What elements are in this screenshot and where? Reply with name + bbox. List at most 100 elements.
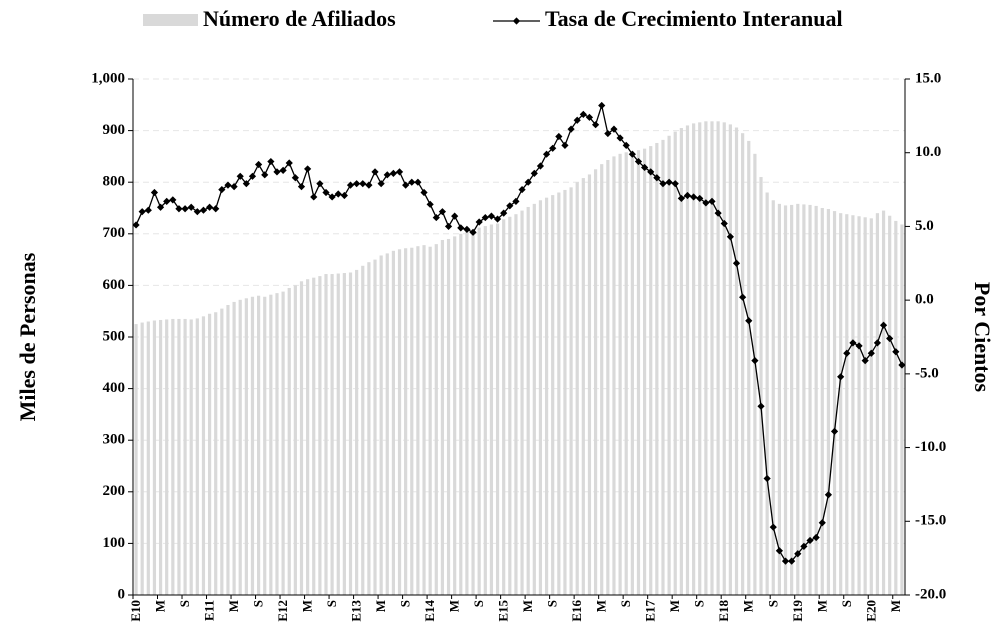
marker: [653, 174, 661, 182]
bar: [636, 150, 641, 595]
marker: [867, 349, 875, 357]
bar: [820, 208, 824, 595]
marker: [775, 547, 783, 555]
y-tick-label: 1,000: [91, 70, 125, 86]
x-tick-label: M: [741, 600, 756, 612]
marker: [561, 141, 569, 149]
marker: [255, 160, 263, 169]
bar: [299, 281, 304, 595]
marker: [475, 218, 483, 226]
marker: [591, 121, 600, 129]
bar: [581, 178, 585, 595]
y2-tick-label: -5.0: [915, 365, 939, 381]
bar: [716, 121, 720, 595]
marker: [408, 178, 416, 186]
bar: [808, 204, 812, 596]
y-axis-title: Miles de Personas: [15, 252, 40, 421]
marker: [285, 159, 293, 167]
bar: [777, 203, 781, 595]
bar: [477, 227, 481, 595]
marker: [659, 180, 667, 188]
marker: [353, 180, 361, 188]
bar: [551, 195, 555, 595]
marker: [132, 221, 140, 229]
marker: [469, 228, 477, 236]
y2-tick-label: 0.0: [915, 292, 934, 308]
marker: [205, 203, 214, 211]
marker: [824, 491, 833, 499]
bar: [667, 135, 671, 595]
marker: [843, 349, 851, 357]
bar: [183, 318, 187, 595]
bar: [373, 259, 377, 595]
bar: [453, 236, 457, 595]
marker: [248, 172, 257, 180]
marker: [579, 110, 587, 118]
bar: [324, 274, 328, 595]
bar: [790, 204, 794, 596]
x-tick-label: S: [324, 600, 339, 607]
marker: [898, 361, 906, 369]
bar: [875, 213, 880, 595]
bar: [796, 203, 800, 595]
marker: [751, 356, 759, 365]
bar: [532, 203, 536, 595]
y2-tick-label: -20.0: [915, 586, 946, 602]
marker: [641, 163, 649, 172]
bar: [483, 226, 487, 595]
marker: [800, 542, 808, 550]
marker: [328, 193, 336, 201]
bar: [404, 248, 408, 596]
x-tick-label: E12: [275, 600, 290, 622]
y-tick-label: 400: [103, 380, 126, 396]
legend-marker: [512, 17, 521, 25]
bar: [900, 224, 904, 595]
marker: [879, 321, 888, 329]
marker: [555, 132, 563, 141]
marker: [812, 533, 820, 542]
bar: [869, 218, 873, 595]
marker: [426, 200, 434, 208]
bar: [306, 279, 310, 595]
bar: [753, 153, 757, 595]
bar: [624, 152, 628, 595]
marker: [438, 208, 447, 216]
y-tick-label: 0: [118, 586, 126, 602]
marker: [573, 116, 581, 124]
bar: [440, 239, 445, 595]
marker: [383, 171, 391, 179]
bar: [575, 182, 579, 595]
bar: [361, 265, 365, 595]
bar: [238, 299, 242, 595]
marker: [218, 185, 226, 194]
marker: [377, 180, 385, 188]
bar: [171, 318, 175, 595]
bar: [734, 127, 739, 595]
marker: [720, 219, 728, 228]
marker: [334, 190, 342, 198]
y-tick-label: 300: [103, 432, 126, 448]
y-tick-label: 600: [103, 277, 126, 293]
bar: [220, 308, 224, 595]
bar: [330, 274, 334, 595]
marker: [512, 197, 520, 205]
marker: [230, 183, 238, 191]
bar: [214, 312, 218, 595]
marker: [457, 224, 465, 232]
bar: [563, 189, 567, 595]
marker: [628, 150, 636, 158]
bar: [367, 262, 371, 595]
x-tick-label: S: [692, 600, 707, 607]
bar: [416, 246, 420, 595]
marker: [291, 174, 299, 182]
bar: [232, 301, 236, 595]
marker: [647, 168, 655, 176]
x-tick-label: M: [520, 600, 535, 612]
marker: [739, 293, 747, 301]
bar: [269, 294, 273, 595]
bar: [342, 273, 346, 595]
marker: [481, 213, 489, 222]
x-tick-label: S: [471, 600, 486, 607]
x-tick-label: E20: [863, 600, 878, 622]
y2-axis-title: Por Cientos: [970, 282, 995, 393]
